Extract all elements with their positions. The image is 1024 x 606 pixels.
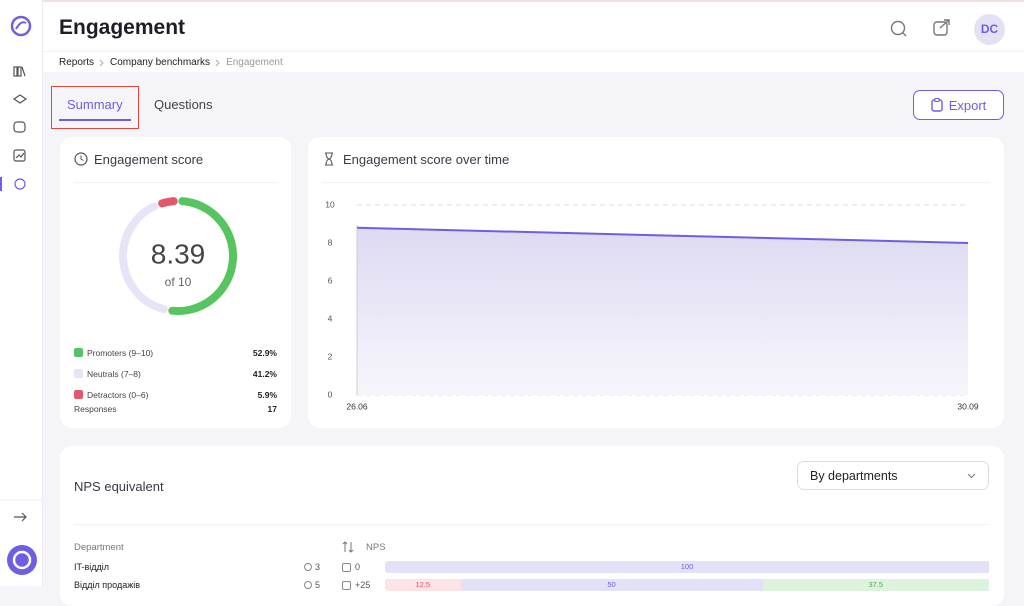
nav-engagement[interactable]: [14, 178, 26, 190]
donut-segment: [168, 197, 237, 315]
legend-swatch: [74, 348, 83, 357]
breadcrumb-item[interactable]: Reports: [59, 57, 95, 68]
nps-rows: IT-відділ 3 0 100 Відділ продажів 5 +25 12.5 50 3…: [60, 446, 1004, 606]
nps-segment: 37.5: [762, 579, 989, 591]
page-title: Engagement: [59, 16, 186, 39]
donut-chart: 8.39 of 10: [119, 197, 237, 315]
responses-label: Responses: [74, 404, 117, 414]
legend-value: 41.2%: [252, 368, 277, 379]
legend-item: Promoters (9–10) 52.9%: [74, 342, 277, 363]
nav-feedback[interactable]: [13, 121, 26, 133]
respondents: 5: [315, 580, 321, 590]
tab-active[interactable]: Summary: [67, 97, 123, 112]
score-card: Engagement score 8.39 of 10 Promoters (9…: [60, 137, 291, 428]
breadcrumb: Reports Company benchmarks Engagement: [59, 57, 283, 68]
x-tick-label: 26.06: [346, 401, 368, 411]
line-chart: 0 2 4 6 8 10 26.06 30.09: [325, 199, 979, 411]
export-button[interactable]: Export: [913, 90, 1004, 120]
card-title: NPS equivalent: [74, 479, 164, 494]
nps-score: 0: [355, 562, 361, 572]
sidebar: [0, 0, 43, 586]
user-logo[interactable]: [7, 545, 37, 575]
dropdown-value: By departments: [810, 468, 898, 483]
header-icons: [890, 19, 950, 37]
tab-underline: [59, 119, 131, 121]
column-header: NPS: [366, 542, 386, 553]
nav-reports[interactable]: [13, 149, 26, 162]
score-value: 8.39: [151, 238, 206, 269]
department-dropdown[interactable]: By departments: [797, 461, 989, 490]
search-icon[interactable]: [890, 20, 906, 36]
avatar[interactable]: DC: [974, 14, 1005, 45]
breadcrumb-item[interactable]: Company benchmarks: [110, 57, 211, 68]
trend-card: Engagement score over time 0 2 4 6 8 10 26.06 3…: [308, 137, 1004, 428]
responses-value: 17: [267, 404, 277, 414]
legend-value: 52.9%: [252, 347, 277, 358]
y-tick-label: 2: [328, 351, 333, 361]
nav-learning[interactable]: [12, 94, 28, 104]
line: [356, 226, 969, 244]
share-icon[interactable]: [933, 21, 948, 36]
page: {"header": {"title": "Engagement", "avat…: [0, 0, 1024, 591]
legend: Promoters (9–10) 52.9% Neutrals (7–8) 41.2%…: [74, 342, 277, 405]
y-tick-label: 6: [328, 275, 333, 285]
legend-label: Detractors (0–6): [87, 389, 149, 400]
score-scale: of 10: [165, 275, 192, 289]
legend-label: Promoters (9–10): [87, 347, 154, 358]
legend-swatch: [74, 369, 83, 378]
x-tick-label: 30.09: [957, 401, 979, 411]
highlight-box: [51, 86, 139, 129]
people-icon: [304, 581, 312, 589]
sidebar-icons: [0, 15, 43, 575]
y-tick-label: 4: [328, 313, 333, 323]
department-name: Відділ продажів: [74, 580, 141, 590]
nps-segment: 50: [460, 579, 763, 591]
card-title: Engagement score: [94, 152, 204, 167]
respondents: 3: [315, 562, 321, 572]
tab[interactable]: Questions: [154, 97, 213, 112]
legend-item: Detractors (0–6) 5.9%: [74, 384, 277, 405]
department-name: IT-відділ: [74, 562, 110, 572]
legend-label: Neutrals (7–8): [87, 368, 141, 379]
legend-item: Neutrals (7–8) 41.2%: [74, 363, 277, 384]
card-title: Engagement score over time: [343, 152, 510, 167]
donut-segment: [158, 197, 178, 208]
header: Engagement DC Reports Company benchmarks…: [43, 0, 1024, 72]
y-tick-label: 0: [328, 389, 333, 399]
expand-sidebar[interactable]: [14, 512, 27, 522]
area: [357, 227, 968, 395]
export-label: Export: [948, 97, 987, 113]
nps-card: NPS equivalent By departments Department…: [60, 446, 1004, 606]
nps-segment: 12.5: [385, 579, 461, 591]
y-tick-label: 10: [325, 199, 335, 209]
column-header: Department: [74, 542, 124, 553]
logo[interactable]: [10, 15, 32, 37]
people-icon: [304, 563, 312, 571]
sort-icon[interactable]: [342, 541, 354, 553]
nps-icon: [342, 563, 351, 572]
legend-swatch: [74, 390, 83, 399]
nps-score: +25: [355, 580, 371, 590]
y-tick-label: 8: [328, 237, 333, 247]
nps-segment: 100: [385, 561, 989, 573]
legend-value: 5.9%: [257, 389, 277, 400]
nav-library[interactable]: [13, 66, 18, 77]
donut-segment: [119, 202, 168, 314]
breadcrumb-current: Engagement: [226, 57, 283, 68]
